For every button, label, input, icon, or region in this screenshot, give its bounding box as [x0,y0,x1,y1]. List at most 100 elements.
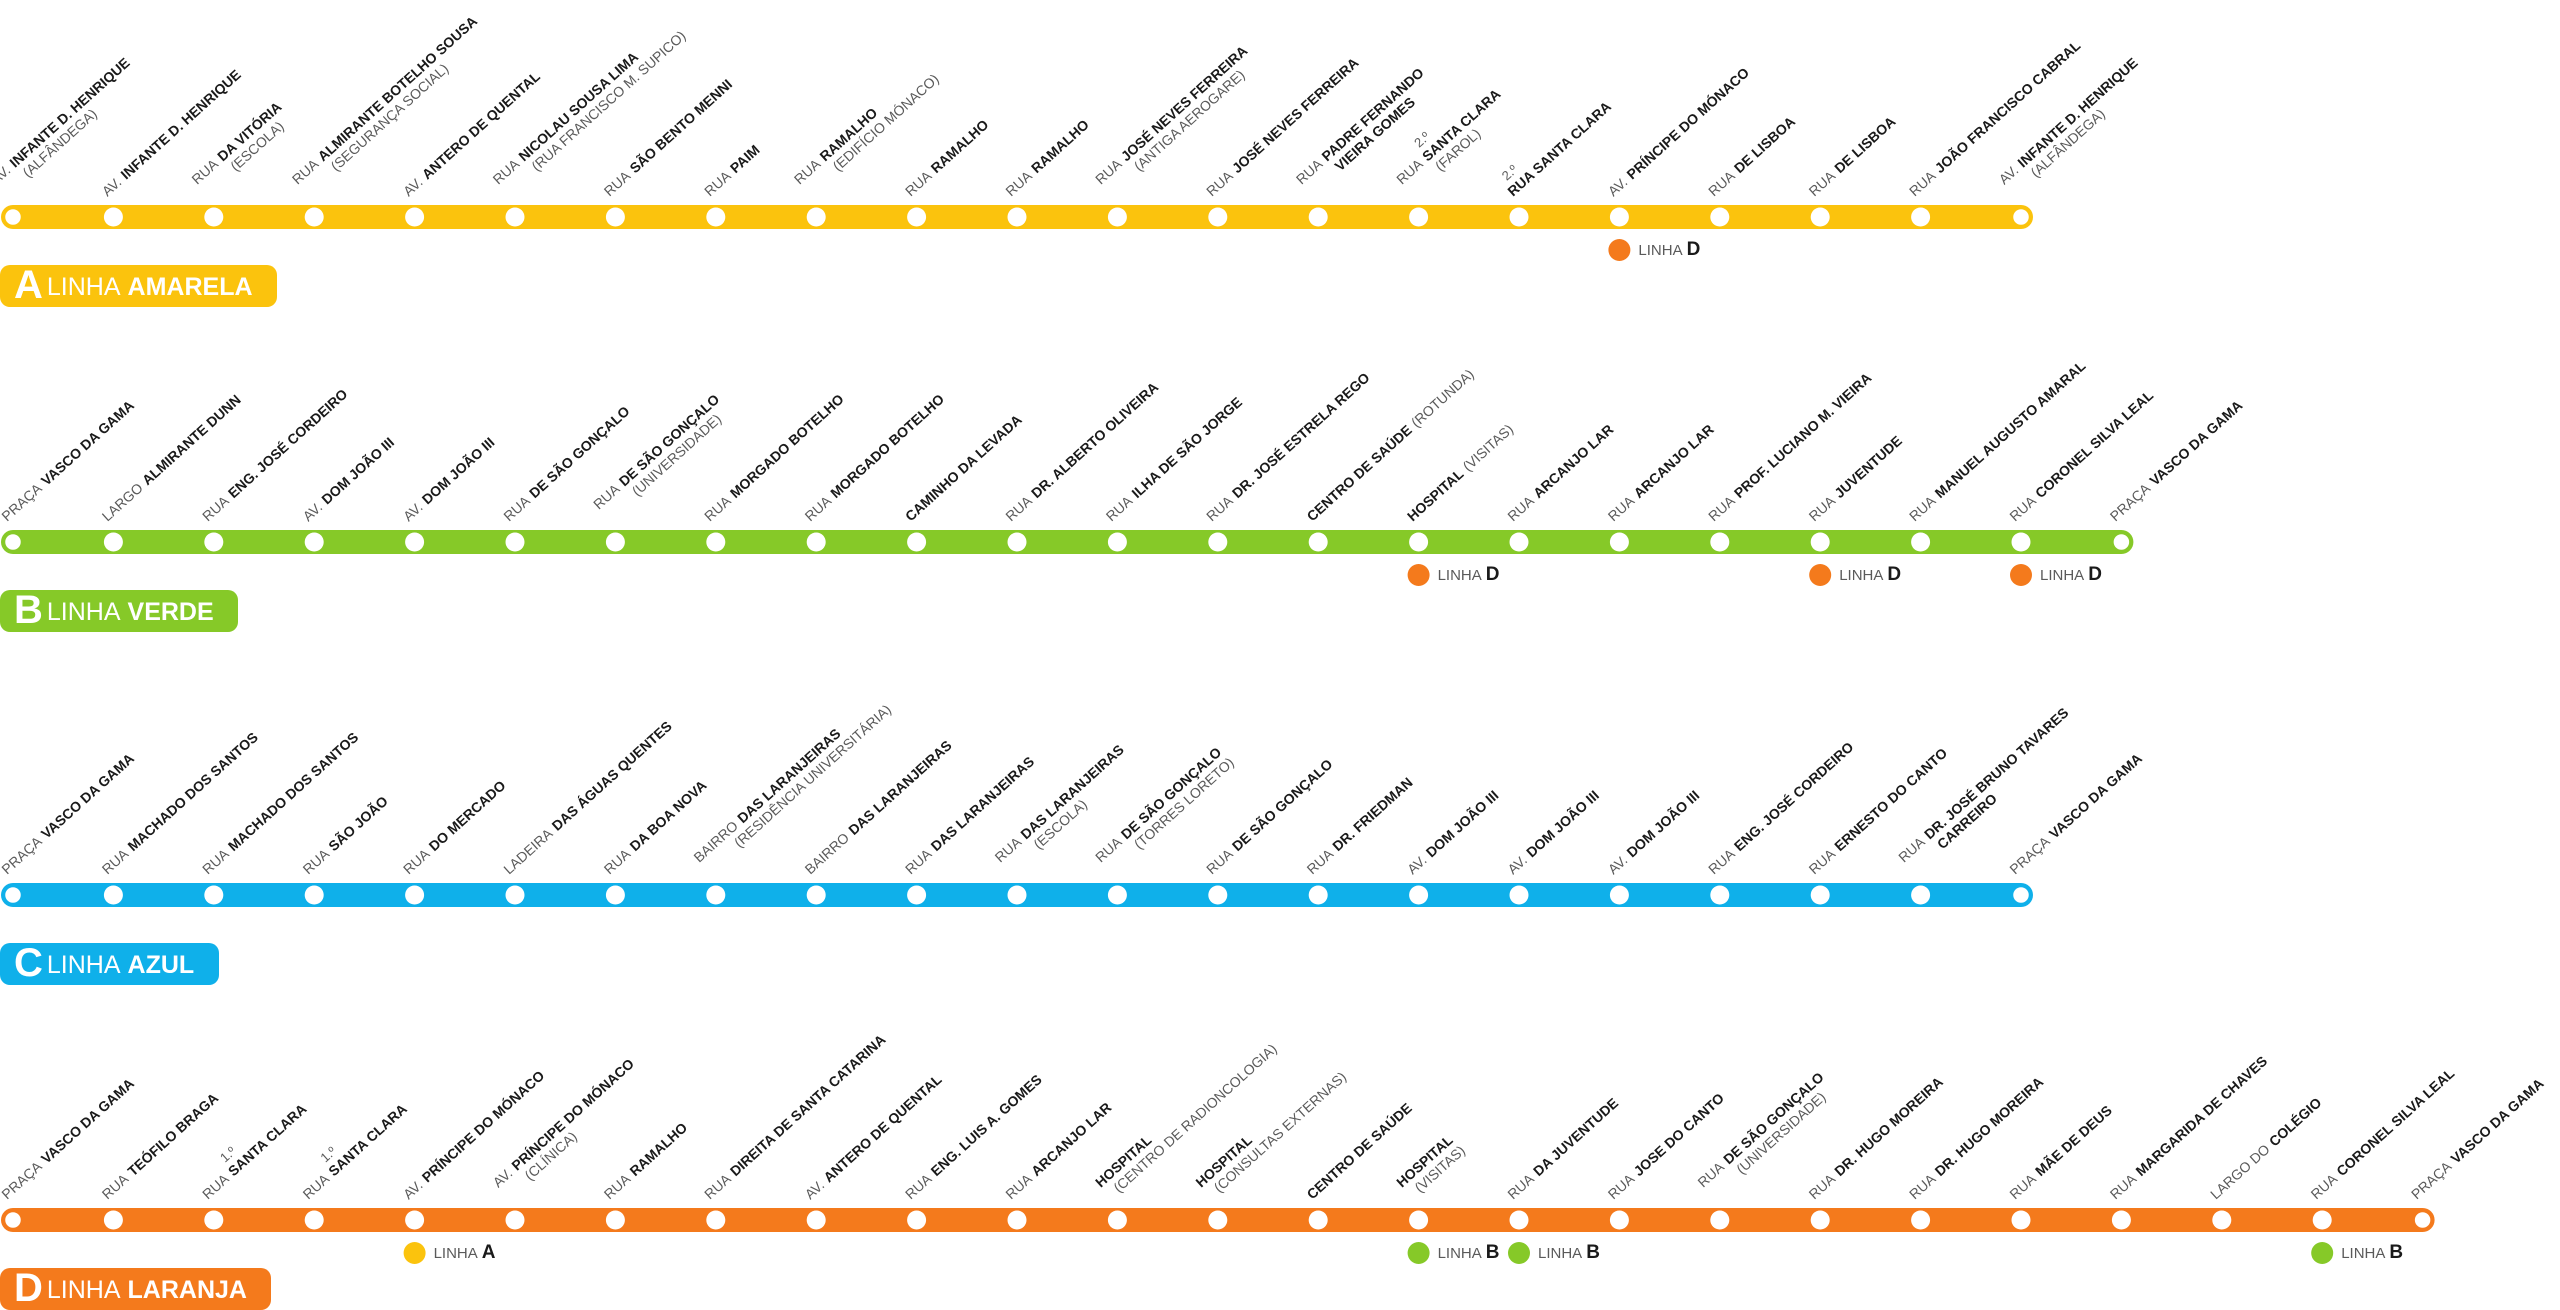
station-dot [2111,531,2132,553]
station-name: RUADR. ALBERTO OLIVEIRA [1002,379,1161,524]
station-title: DE SÃO GONÇALO [615,390,722,489]
station-dot [1810,207,1830,227]
station-prefix: AV. [1504,852,1530,877]
station-title: MORGADO BOTELHO [827,391,947,501]
station-title: DR. FRIEDMAN [1329,774,1415,854]
station-dot [706,885,726,905]
station-dot [1509,885,1529,905]
station-dot [1911,1210,1931,1230]
station-prefix: RUA [1304,845,1337,877]
station-dot [204,207,224,227]
station-title: DO MERCADO [426,777,509,854]
transfer: LINHA D [1407,564,1500,586]
station-prefix: RUA [1694,1158,1727,1190]
badge-letter: A [14,263,43,307]
station-label: RUAJOSÉ NEVES FERREIRA(ANTIGA AEROGARE) [1092,42,1250,187]
station-name: LARGO DOCOLÉGIO [2207,1094,2324,1202]
station-prefix: PRAÇA [2006,833,2053,878]
station-dot [2,206,24,228]
station-dot [2011,1210,2031,1230]
station-prefix: AV. [1404,852,1430,877]
station-name: RUADE SÃO GONÇALO [500,402,633,524]
station-dot [2010,206,2032,228]
station-label: AV.INFANTE D. HENRIQUE [99,66,244,199]
badge-text: C LINHA AZUL [14,941,194,985]
station-name: RUAMÃE DE DEUS [2006,1101,2115,1202]
station-prefix: LARGO DO [2207,1141,2273,1202]
station-prefix: RUA [300,1170,333,1202]
station-title: DOM JOÃO III [1623,786,1703,860]
station-prefix: RUA [490,155,523,187]
station-dot [505,532,525,552]
station-name: PRAÇAVASCO DA GAMA [2006,750,2145,877]
station-dot [907,1210,927,1230]
station-dot [1509,1210,1529,1230]
station-title: RAMALHO [626,1119,690,1179]
transfer-text: LINHA [1438,1245,1482,1262]
station-dot [806,532,826,552]
transfer-label: LINHA B [2341,1242,2403,1263]
station-label: RUADR. FRIEDMAN [1304,774,1416,877]
transfer-line: B [2389,1242,2403,1263]
station-dot [1107,532,1127,552]
station-name: AV.PRÍNCIPE DO MÓNACO [399,1066,547,1202]
station-title: DE SÃO GONÇALO [1719,1068,1826,1167]
station-label: RUADO MERCADO [400,777,509,877]
station-label: RUAPAIM [701,141,763,199]
station-prefix: RUA [902,167,935,199]
transfer-dot [2010,564,2032,586]
station-title: SANTA CLARA [225,1101,310,1180]
station-prefix: PRAÇA [2107,480,2154,525]
station-dot [304,207,324,227]
transfer-label: LINHA D [2040,564,2102,585]
station-name: RUADE SÃO GONÇALO [1694,1068,1827,1190]
station-label: RUASÃO JOÃO [300,792,391,877]
station-label: RUADE LISBOA [1806,113,1899,199]
station-dot [605,885,625,905]
transfer-line: B [1586,1242,1600,1263]
station-dot [2010,884,2032,906]
station-name: RUARAMALHO [1002,116,1092,199]
station-title: ANTERO DE QUENTAL [820,1071,945,1186]
station-title: VASCO DA GAMA [2447,1075,2546,1167]
station-dot [1409,885,1429,905]
station-label: RUAMANUEL AUGUSTO AMARAL [1906,357,2089,524]
station-label: AV.INFANTE D. HENRIQUE(ALFÂNDEGA) [1996,54,2141,187]
station-label: RUAMACHADO DOS SANTOS [199,729,361,877]
station-prefix: PRAÇA [0,480,45,525]
transfer-dot [1809,564,1832,586]
badge-text: B LINHA VERDE [14,588,214,632]
transfer-line: D [1687,239,1701,260]
station-title: CENTRO DE SAÚDE [1303,1099,1415,1202]
badge-prefix: LINHA [47,951,121,979]
station-label: RUARAMALHO [601,1119,691,1202]
station-prefix: RUA [400,845,433,877]
station-label: RUADE SÃO GONÇALO [500,402,633,524]
station-title: NICOLAU SOUSA LIMA [515,49,641,165]
transfer-label: LINHA A [434,1242,496,1263]
station-label: RUAJOÃO FRANCISCO CABRAL [1906,36,2084,199]
station-dot [907,885,927,905]
station-title: SÃO JOÃO [325,792,391,854]
station-label: RUADA BOA NOVA [601,777,710,877]
station-dot [304,1210,324,1230]
station-prefix: RUA [1806,845,1839,877]
station-name: RUA SANTA CLARA [1504,98,1614,199]
transfer-text: LINHA [1538,1245,1582,1262]
transfer: LINHA B [1407,1242,1500,1264]
station-prefix: AV. [300,499,326,524]
transfer-dot [1508,1242,1530,1264]
station-title: DAS LARANJEIRAS [734,725,844,826]
transfer-text: LINHA [2341,1245,2385,1262]
station-dot [1609,207,1629,227]
station-title: DA JUVENTUDE [1530,1095,1621,1179]
badge-letter: B [14,588,43,632]
station-label: PRAÇAVASCO DA GAMA [2006,750,2145,877]
station-dot [806,1210,826,1230]
station-dot [907,207,927,227]
station-prefix: RUA [1092,155,1125,187]
station-label: HOSPITAL(VISITAS) [1404,421,1516,524]
station-name: RUADA BOA NOVA [601,777,710,877]
transfer-line: D [1887,564,1901,585]
